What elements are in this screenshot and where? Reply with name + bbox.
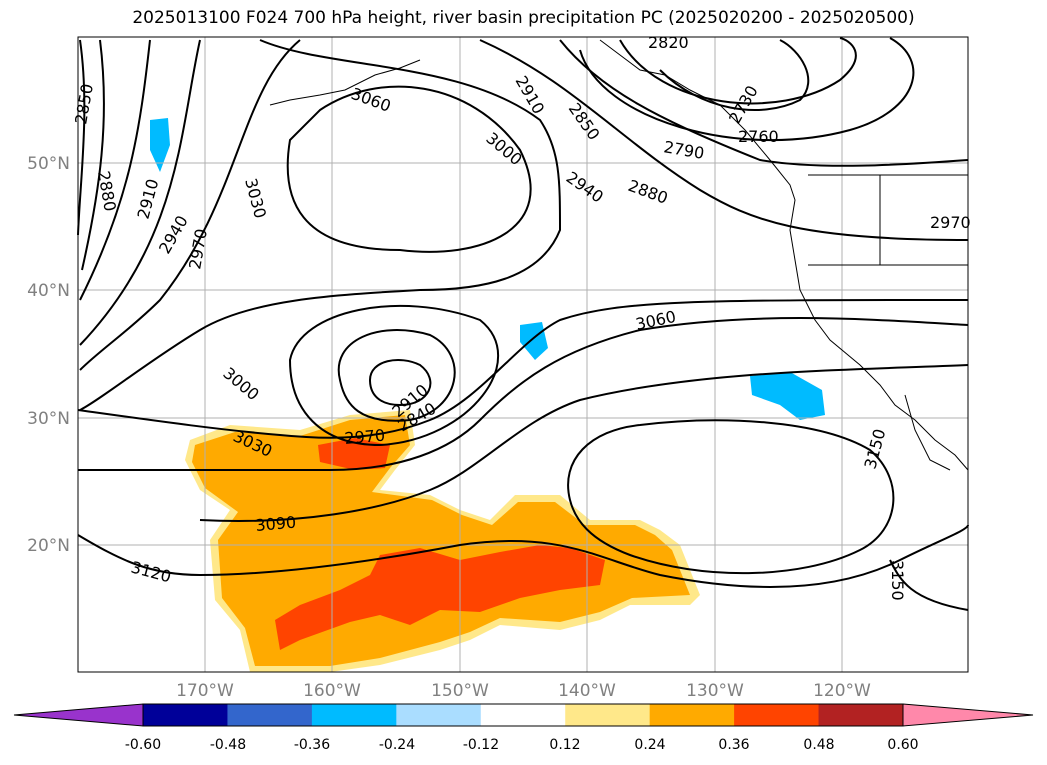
graticule: [78, 37, 968, 672]
colorbar-segment: [734, 704, 820, 726]
contour-label: 2730: [725, 82, 762, 127]
precip-shading: [150, 118, 825, 672]
lon-label: 140°W: [558, 681, 616, 701]
contour-label: 2970: [185, 227, 211, 270]
colorbar-segment: [480, 704, 566, 726]
contour-label: 2880: [626, 176, 671, 208]
contour-label: 2910: [512, 73, 549, 118]
colorbar-tick-label: -0.60: [125, 737, 161, 753]
colorbar-segment: [143, 704, 228, 726]
colorbar-extend-low: [13, 703, 144, 727]
lat-label: 50°N: [27, 154, 70, 174]
contour-label: 2970: [344, 426, 386, 448]
contour-label: 3060: [634, 307, 678, 334]
map-frame: [77, 36, 969, 673]
contour-label: 2850: [565, 99, 604, 143]
colorbar-tick-label: -0.36: [294, 737, 330, 753]
precip-area-blue-2: [520, 322, 548, 360]
contour-label: 2820: [648, 33, 689, 52]
colorbar-tick-label: 0.48: [803, 737, 834, 753]
contour-label: 3090: [255, 513, 297, 535]
contour-label: 2910: [134, 177, 163, 221]
longitude-labels: 170°W 160°W 150°W 140°W 130°W 120°W: [176, 681, 871, 701]
colorbar-segment: [227, 704, 313, 726]
colorbar-outline: [142, 703, 904, 727]
contour-label: 3030: [241, 176, 270, 220]
contour-label: 2790: [662, 137, 705, 163]
latitude-labels: 50°N 40°N 30°N 20°N: [27, 154, 70, 556]
colorbar-tick-label: -0.24: [379, 737, 415, 753]
colorbar-tick-label: 0.24: [634, 737, 665, 753]
contour-label: 3060: [349, 84, 394, 116]
colorbar-segment: [565, 704, 651, 726]
contour-label: 2880: [94, 169, 120, 212]
colorbar-segment: [311, 704, 397, 726]
contour-label: 3150: [861, 427, 890, 471]
lat-label: 20°N: [27, 536, 70, 556]
colorbar-segment: [818, 704, 904, 726]
contour-label: 2850: [71, 82, 97, 125]
colorbar-tick-label: 0.12: [549, 737, 580, 753]
precip-area-blue-1: [150, 118, 170, 172]
lon-label: 160°W: [303, 681, 361, 701]
colorbar-tick-label: -0.48: [210, 737, 246, 753]
lon-label: 150°W: [431, 681, 489, 701]
colorbar-tick-label: -0.12: [463, 737, 499, 753]
precip-area-red-1: [318, 438, 390, 470]
colorbar-extend-high: [902, 703, 1034, 727]
contour-label: 3150: [888, 560, 907, 601]
lat-label: 30°N: [27, 409, 70, 429]
colorbar: [13, 703, 1034, 727]
map-title: 2025013100 F024 700 hPa height, river ba…: [132, 8, 915, 28]
contour-label: 3000: [219, 364, 262, 405]
colorbar-ticks: -0.60 -0.48 -0.36 -0.24 -0.12 0.12 0.24 …: [125, 737, 919, 753]
colorbar-segment: [649, 704, 735, 726]
coastlines: [269, 39, 969, 471]
colorbar-tick-label: 0.36: [718, 737, 749, 753]
contour-label: 2940: [563, 168, 607, 207]
colorbar-segment: [396, 704, 482, 726]
contour-label: 2760: [738, 127, 779, 146]
colorbar-tick-label: 0.60: [887, 737, 918, 753]
contour-label: 2970: [930, 213, 971, 232]
lon-label: 130°W: [686, 681, 744, 701]
lat-label: 40°N: [27, 281, 70, 301]
contour-label: 3120: [129, 558, 173, 587]
precip-area-red-2: [275, 545, 605, 650]
lon-label: 120°W: [813, 681, 871, 701]
lon-label: 170°W: [176, 681, 234, 701]
precip-area-blue-3: [750, 372, 825, 420]
contour-label: 2940: [155, 212, 192, 257]
height-contours: [77, 37, 969, 611]
